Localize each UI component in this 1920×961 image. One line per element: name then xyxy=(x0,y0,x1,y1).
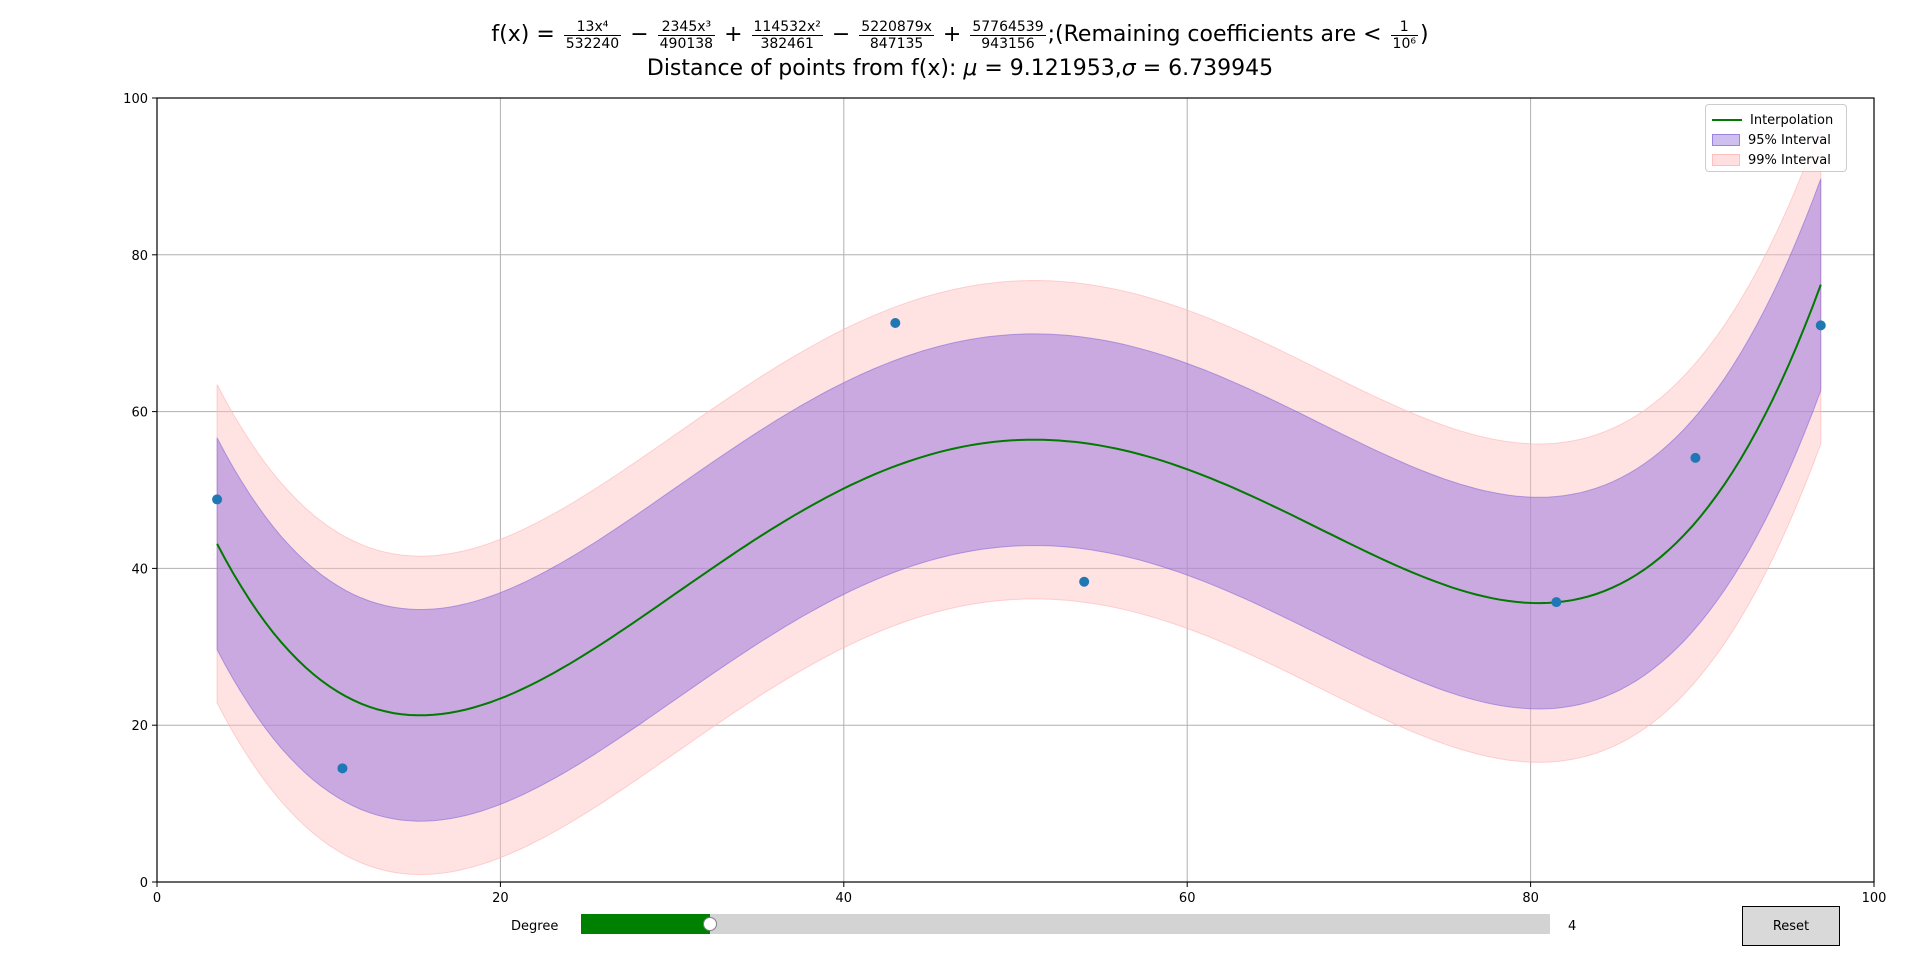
fraction-numerator: 13x⁴ xyxy=(563,19,622,36)
axes-border xyxy=(156,97,1875,883)
formula-terms: 13x⁴ 532240 − 2345x³ 490138 + 114532x² 3824… xyxy=(562,19,1048,52)
x-tick-label: 20 xyxy=(492,891,509,906)
x-tick-label: 60 xyxy=(1179,891,1196,906)
degree-slider-handle[interactable] xyxy=(703,917,718,931)
axes-frame xyxy=(156,97,1875,883)
formula-fraction: 13x⁴ 532240 xyxy=(563,19,622,52)
legend-item-99: 99% Interval xyxy=(1712,151,1831,169)
legend-line-swatch xyxy=(1712,119,1742,121)
tick-labels: 0 20 40 60 80 100 0 20 40 60 80 100 xyxy=(123,92,1886,906)
sigma-symbol: σ xyxy=(1121,56,1136,81)
legend-95-swatch xyxy=(1712,134,1740,146)
small-fraction-denominator: 10⁶ xyxy=(1392,35,1416,52)
legend-label-interpolation: Interpolation xyxy=(1750,112,1834,128)
legend-99-swatch xyxy=(1712,154,1740,166)
fraction-denominator: 847135 xyxy=(869,35,924,52)
title-formula-line: f(x) = 13x⁴ 532240 − 2345x³ 490138 + 11453… xyxy=(0,18,1920,52)
interval-bands xyxy=(216,125,1822,876)
legend-item-95: 95% Interval xyxy=(1712,131,1831,149)
fraction-numerator: 114532x² xyxy=(751,18,823,36)
interval-95-band xyxy=(216,178,1822,822)
fraction-numerator: 2345x³ xyxy=(657,19,716,36)
y-tick-label: 80 xyxy=(131,249,148,264)
y-tick-label: 60 xyxy=(131,406,148,421)
data-point xyxy=(212,494,223,505)
fraction-denominator: 382461 xyxy=(760,35,814,52)
x-tick-label: 80 xyxy=(1522,891,1539,906)
formula-fraction: 57764539 943156 xyxy=(970,18,1046,52)
legend: Interpolation 95% Interval 99% Interval xyxy=(1705,104,1847,172)
data-point xyxy=(1551,597,1562,608)
formula-fraction: 2345x³ 490138 xyxy=(657,19,716,52)
legend-label-99: 99% Interval xyxy=(1748,152,1831,168)
mu-value: = 9.121953, xyxy=(977,56,1122,81)
formula-operator: + xyxy=(717,22,750,47)
formula-operator: + xyxy=(935,22,969,47)
y-tick-label: 40 xyxy=(131,562,148,577)
distance-prefix: Distance of points from f(x): xyxy=(646,56,964,81)
small-fraction: 1 10⁶ xyxy=(1390,19,1418,52)
fraction-numerator: 5220879x xyxy=(859,18,934,36)
degree-slider-fill xyxy=(581,914,711,934)
reset-button[interactable]: Reset xyxy=(1742,906,1840,946)
x-tick-label: 100 xyxy=(1862,891,1887,906)
y-tick-label: 20 xyxy=(131,719,148,734)
mu-symbol: μ xyxy=(963,56,978,81)
sigma-value: = 6.739945 xyxy=(1135,56,1274,81)
small-fraction-numerator: 1 xyxy=(1390,19,1418,36)
fraction-denominator: 490138 xyxy=(659,35,714,52)
data-point xyxy=(1079,576,1090,587)
formula-operator: − xyxy=(824,22,858,47)
degree-slider[interactable] xyxy=(581,914,1550,934)
y-tick-label: 0 xyxy=(140,876,148,891)
x-tick-label: 40 xyxy=(836,891,853,906)
data-point xyxy=(890,318,901,329)
title-close: ) xyxy=(1419,22,1429,47)
fraction-denominator: 532240 xyxy=(565,35,620,52)
fraction-numerator: 57764539 xyxy=(970,18,1046,36)
title-distance-line: Distance of points from f(x): μ = 9.1219… xyxy=(0,52,1920,86)
title-suffix: ;(Remaining coefficients are < xyxy=(1047,22,1389,47)
y-tick-label: 100 xyxy=(123,92,148,107)
data-point xyxy=(337,763,348,774)
chart-title: f(x) = 13x⁴ 532240 − 2345x³ 490138 + 11453… xyxy=(0,18,1920,86)
data-point xyxy=(1815,320,1826,331)
title-prefix: f(x) = xyxy=(491,22,562,47)
data-point xyxy=(1690,452,1701,463)
legend-label-95: 95% Interval xyxy=(1748,132,1831,148)
formula-fraction: 114532x² 382461 xyxy=(751,18,823,52)
fraction-denominator: 943156 xyxy=(981,35,1035,52)
formula-operator: − xyxy=(623,22,656,47)
degree-slider-value: 4 xyxy=(1568,919,1577,934)
data-points xyxy=(212,318,1826,774)
legend-item-interpolation: Interpolation xyxy=(1712,111,1833,129)
degree-slider-label: Degree xyxy=(511,919,559,934)
formula-fraction: 5220879x 847135 xyxy=(859,19,934,52)
x-tick-label: 0 xyxy=(153,891,161,906)
